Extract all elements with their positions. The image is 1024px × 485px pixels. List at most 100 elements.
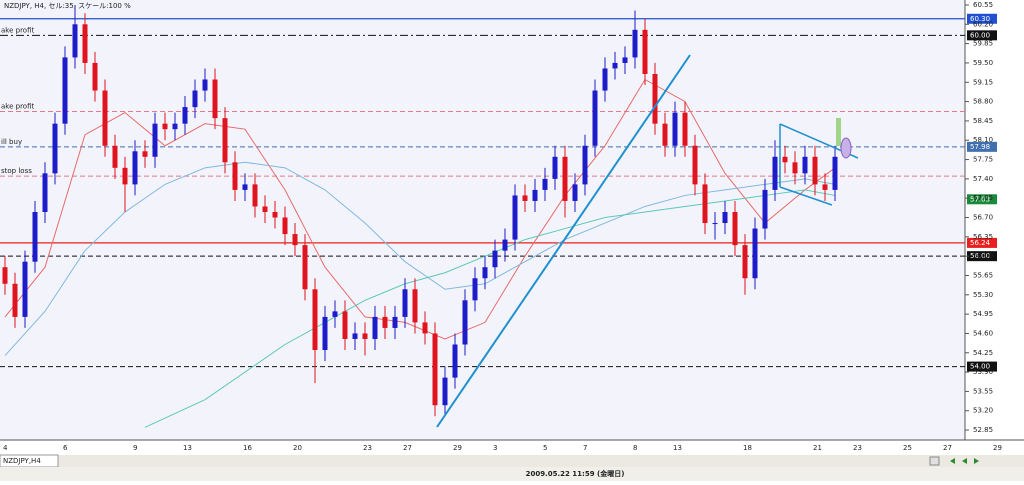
candle-body xyxy=(712,223,718,225)
candle-body xyxy=(542,178,548,190)
candle-body xyxy=(252,184,258,207)
y-tick-label: 55.65 xyxy=(973,271,993,279)
y-tick-label: 53.90 xyxy=(973,368,993,376)
candle-body xyxy=(782,156,788,163)
level-label: 56.00 xyxy=(970,252,990,260)
candle-body xyxy=(212,79,218,119)
y-tick-label: 52.85 xyxy=(973,426,993,434)
candle-body xyxy=(422,322,428,334)
trend-line[interactable] xyxy=(779,186,833,206)
x-tick-label: 23 xyxy=(853,444,862,452)
candle-body xyxy=(752,228,758,279)
candle-body xyxy=(122,167,128,185)
y-tick-label: 55.30 xyxy=(973,291,993,299)
candle-body xyxy=(662,123,668,146)
level-tag xyxy=(967,194,997,205)
candle-body xyxy=(502,239,508,251)
candle-body xyxy=(102,90,108,146)
candle-body xyxy=(522,195,528,201)
candle-body xyxy=(92,62,98,91)
candle-body xyxy=(162,123,168,130)
candle-body xyxy=(742,245,748,279)
candle-body xyxy=(52,123,58,174)
x-tick-label: 4 xyxy=(3,444,8,452)
candle-body xyxy=(282,217,288,235)
candle-body xyxy=(692,145,698,185)
x-tick-label: 27 xyxy=(943,444,952,452)
candle-body xyxy=(172,123,178,130)
y-tick-label: 54.95 xyxy=(973,310,993,318)
candle-body xyxy=(232,162,238,190)
candle-body xyxy=(2,267,8,284)
y-tick-label: 53.55 xyxy=(973,387,993,395)
level-label: 54.00 xyxy=(970,363,990,371)
candle-body xyxy=(302,245,308,290)
level-tag xyxy=(967,30,997,41)
y-tick-label: 58.10 xyxy=(973,136,993,144)
candle-body xyxy=(132,151,138,185)
candle-body xyxy=(402,289,408,317)
y-tick-label: 57.05 xyxy=(973,194,993,202)
trend-line[interactable] xyxy=(436,54,691,428)
x-tick-label: 5 xyxy=(543,444,547,452)
candle-body xyxy=(42,173,48,212)
y-tick-label: 59.50 xyxy=(973,59,993,67)
candle-body xyxy=(272,211,278,218)
candle-body xyxy=(322,316,328,351)
y-tick-label: 57.40 xyxy=(973,175,993,183)
y-tick-label: 60.55 xyxy=(973,1,993,9)
candle-body xyxy=(572,184,578,201)
y-tick-label: 54.25 xyxy=(973,349,993,357)
candle-body xyxy=(682,112,688,146)
candle-body xyxy=(412,289,418,323)
x-tick-label: 20 xyxy=(293,444,302,452)
candle-body xyxy=(152,123,158,157)
candle-body xyxy=(452,344,458,378)
candle-body xyxy=(202,79,208,91)
level-tag xyxy=(967,251,997,262)
x-tick-label: 29 xyxy=(993,444,1002,452)
candle-body xyxy=(492,250,498,268)
candle-body xyxy=(532,189,538,201)
level-tag xyxy=(967,237,997,248)
candle-body xyxy=(792,162,798,174)
candle-body xyxy=(12,283,18,317)
x-tick-label: 9 xyxy=(133,444,137,452)
marker[interactable] xyxy=(836,118,841,146)
status-text: 2009.05.22 11:59 (金曜日) xyxy=(526,469,625,478)
candle-body xyxy=(182,107,188,124)
tab-bar xyxy=(0,455,1024,467)
candle-body xyxy=(142,151,148,157)
nav-buttons[interactable] xyxy=(950,458,979,464)
candle-body xyxy=(292,234,298,246)
level-tag xyxy=(967,13,997,24)
scroll-button[interactable] xyxy=(929,456,940,466)
candle-body xyxy=(312,289,318,351)
status-bar xyxy=(0,467,1024,481)
tab-label[interactable]: NZDJPY,H4 xyxy=(3,457,41,465)
x-tick-label: 8 xyxy=(633,444,637,452)
candle-body xyxy=(352,333,358,339)
candle-body xyxy=(822,184,828,190)
candle-body xyxy=(802,156,808,174)
candle-body xyxy=(512,195,518,240)
level-label: 60.30 xyxy=(970,15,990,23)
marker[interactable] xyxy=(840,137,852,159)
y-tick-label: 56.70 xyxy=(973,214,993,222)
y-tick-label: 59.15 xyxy=(973,78,993,86)
level-tag xyxy=(967,361,997,372)
y-tick-label: 56.35 xyxy=(973,233,993,241)
y-tick-label: 60.20 xyxy=(973,20,993,28)
candle-body xyxy=(192,90,198,108)
candle-body xyxy=(832,156,838,190)
candle-body xyxy=(222,118,228,163)
x-tick-label: 18 xyxy=(743,444,752,452)
candle-body xyxy=(342,311,348,339)
y-tick-label: 58.80 xyxy=(973,98,993,106)
candle-body xyxy=(672,112,678,146)
candle-body xyxy=(762,189,768,229)
y-tick-label: 56.00 xyxy=(973,252,993,260)
candle-body xyxy=(722,211,728,224)
candle-body xyxy=(82,24,88,63)
